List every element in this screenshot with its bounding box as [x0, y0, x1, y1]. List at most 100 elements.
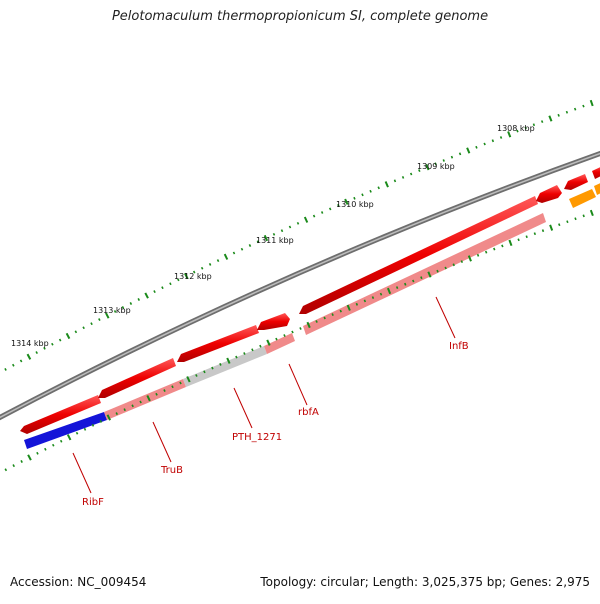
- scale-labels: 1308 kbp 1309 kbp 1310 kbp 1311 kbp 1312…: [11, 124, 535, 348]
- scale-tick-inner: [66, 434, 72, 441]
- scale-tick-outer: [377, 186, 380, 190]
- scale-tick-inner: [75, 431, 79, 435]
- cds-feature[interactable]: [177, 325, 259, 362]
- scale-tick-outer: [524, 126, 527, 130]
- scale-tick-outer: [393, 179, 397, 183]
- scale-tick-inner: [235, 355, 238, 359]
- scale-tick-inner: [558, 223, 561, 227]
- scale-tick-outer: [232, 251, 236, 255]
- leader-pth1271: [233, 387, 253, 429]
- scale-tick-outer: [296, 221, 300, 225]
- scale-tick-inner: [484, 250, 488, 254]
- scale-tick-outer: [280, 229, 284, 233]
- scale-tick-inner: [582, 214, 585, 218]
- cds-feature[interactable]: [536, 185, 562, 203]
- scale-tick-outer: [74, 330, 78, 334]
- cds-feature[interactable]: [20, 395, 101, 434]
- cds-feature[interactable]: [592, 165, 600, 179]
- scale-tick-outer: [507, 131, 512, 138]
- gene-feature-infb[interactable]: [303, 213, 546, 335]
- scale-tick-outer: [450, 155, 454, 159]
- scale-tick-outer: [51, 342, 54, 346]
- orange-feature[interactable]: [594, 181, 600, 195]
- scale-tick-outer: [137, 298, 141, 301]
- scale-tick-inner: [355, 302, 359, 306]
- scale-label-1312: 1312 kbp: [174, 272, 212, 281]
- gene-label-ribf: RibF: [82, 497, 104, 508]
- scale-tick-outer: [353, 196, 356, 200]
- scale-tick-inner: [323, 316, 326, 320]
- scale-tick-inner: [20, 460, 23, 463]
- scale-tick-outer: [401, 175, 405, 179]
- scale-label-1313: 1313 kbp: [93, 306, 131, 315]
- leader-infb: [435, 296, 456, 339]
- scale-tick-inner: [36, 451, 39, 455]
- cds-feature[interactable]: [98, 358, 176, 398]
- scale-label-1309: 1309 kbp: [417, 162, 455, 171]
- scale-tick-outer: [105, 312, 110, 319]
- scale-tick-outer: [565, 110, 569, 114]
- accession-text: Accession: NC_009454: [10, 575, 147, 589]
- scale-tick-inner: [146, 395, 151, 402]
- scale-tick-inner: [444, 266, 447, 270]
- scale-tick-outer: [442, 159, 445, 162]
- scale-tick-outer: [184, 272, 189, 280]
- scale-tick-inner: [59, 439, 63, 443]
- cds-track: [20, 165, 600, 434]
- scale-tick-inner: [91, 423, 95, 427]
- scale-tick-outer: [344, 198, 349, 205]
- scale-tick-inner: [525, 235, 528, 239]
- scale-tick-outer: [458, 152, 462, 156]
- gene-label-infb: InfB: [449, 341, 469, 352]
- scale-tick-inner: [404, 282, 407, 286]
- scale-tick-outer: [113, 310, 117, 313]
- scale-tick-outer: [303, 216, 309, 223]
- scale-tick-inner: [163, 389, 166, 392]
- leader-rbfa: [288, 363, 308, 406]
- scale-tick-inner: [219, 362, 222, 366]
- scale-tick-outer: [12, 363, 15, 367]
- scale-tick-inner: [99, 419, 103, 423]
- scale-tick-inner: [211, 366, 214, 370]
- gene-labels: InfB rbfA PTH_1271 TruB RibF: [82, 341, 469, 508]
- scale-tick-outer: [532, 123, 536, 127]
- scale-tick-outer: [548, 115, 553, 122]
- scale-tick-inner: [427, 271, 432, 278]
- cds-feature[interactable]: [564, 174, 588, 190]
- scale-tick-outer: [540, 120, 544, 124]
- scale-tick-outer: [43, 346, 46, 350]
- scale-tick-inner: [203, 370, 206, 374]
- scale-tick-inner: [195, 374, 198, 377]
- scale-tick-outer: [200, 266, 204, 270]
- scale-tick-outer: [169, 282, 172, 286]
- scale-tick-inner: [452, 263, 455, 267]
- scale-tick-inner: [266, 339, 271, 346]
- scale-tick-inner: [171, 385, 174, 389]
- scale-tick-outer: [328, 207, 332, 211]
- cds-feature[interactable]: [299, 196, 538, 314]
- scale-tick-outer: [384, 181, 389, 188]
- scale-tick-outer: [589, 99, 594, 107]
- scale-tick-outer: [582, 104, 585, 108]
- scale-tick-inner: [155, 392, 158, 396]
- leader-trub: [152, 421, 172, 463]
- scale-tick-inner: [339, 309, 342, 313]
- scale-tick-inner: [27, 454, 32, 461]
- gene-feature-rbfa[interactable]: [264, 333, 295, 354]
- gene-feature-ribf[interactable]: [24, 412, 107, 449]
- scale-tick-outer: [369, 189, 372, 193]
- scale-tick-outer: [288, 225, 292, 229]
- scale-tick-inner: [420, 276, 423, 280]
- scale-tick-outer: [409, 172, 413, 176]
- scale-tick-inner: [139, 400, 142, 404]
- gene-label-pth1271: PTH_1271: [232, 432, 282, 443]
- scale-tick-outer: [434, 162, 437, 166]
- cds-feature[interactable]: [257, 313, 290, 330]
- scale-tick-inner: [331, 313, 334, 317]
- gene-feature-pth1271[interactable]: [183, 346, 267, 387]
- scale-tick-outer: [491, 139, 495, 143]
- genome-backbone: [0, 150, 600, 421]
- orange-feature[interactable]: [569, 189, 596, 208]
- scale-tick-outer: [161, 286, 164, 290]
